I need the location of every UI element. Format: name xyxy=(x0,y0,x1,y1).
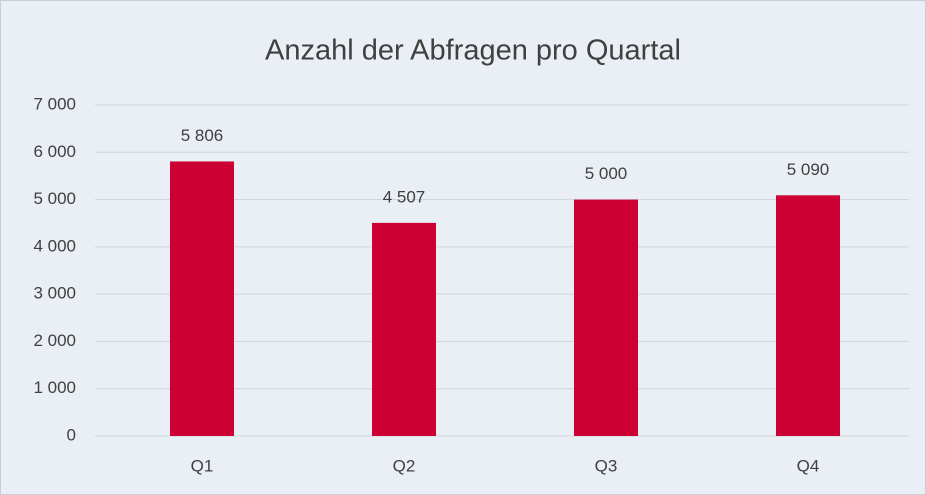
y-tick-label: 5 000 xyxy=(33,189,76,208)
y-tick-label: 6 000 xyxy=(33,142,76,161)
data-label: 5 090 xyxy=(787,160,830,179)
bar xyxy=(574,199,638,436)
x-tick-label: Q3 xyxy=(595,456,618,475)
bar xyxy=(776,195,840,436)
x-tick-label: Q1 xyxy=(191,456,214,475)
y-tick-label: 4 000 xyxy=(33,236,76,255)
y-tick-label: 7 000 xyxy=(33,94,76,113)
y-tick-label: 1 000 xyxy=(33,378,76,397)
x-tick-label: Q2 xyxy=(393,456,416,475)
y-tick-label: 0 xyxy=(67,425,76,444)
data-label: 4 507 xyxy=(383,187,426,206)
x-tick-label: Q4 xyxy=(797,456,820,475)
data-label: 5 806 xyxy=(181,126,224,145)
data-label: 5 000 xyxy=(585,164,628,183)
y-tick-label: 3 000 xyxy=(33,284,76,303)
y-tick-label: 2 000 xyxy=(33,331,76,350)
chart-title: Anzahl der Abfragen pro Quartal xyxy=(265,35,681,67)
bar xyxy=(170,161,234,436)
bar xyxy=(372,222,436,436)
